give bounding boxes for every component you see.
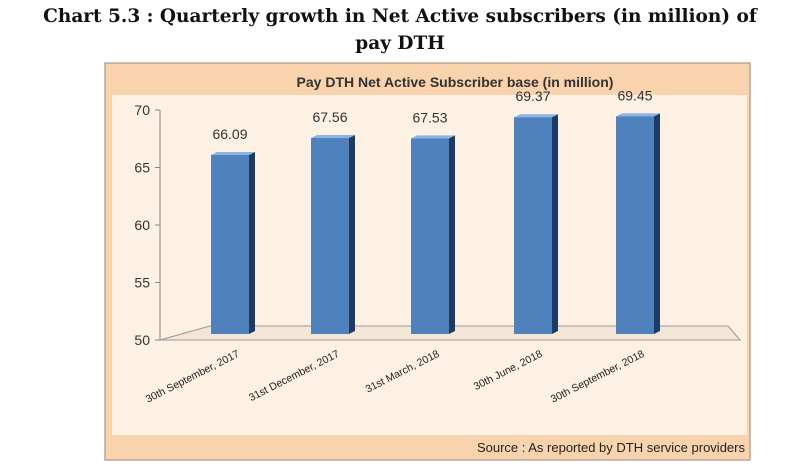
y-tick-label: 60 <box>134 217 150 233</box>
bar-top <box>616 113 660 117</box>
bar-top <box>514 114 558 118</box>
bar <box>311 138 349 334</box>
bar <box>211 154 249 334</box>
y-tick-label: 65 <box>134 160 150 176</box>
bar <box>616 116 654 334</box>
chart-title: Pay DTH Net Active Subscriber base (in m… <box>297 74 614 90</box>
chart-heading-line1: Chart 5.3 : Quarterly growth in Net Acti… <box>43 6 757 27</box>
bar-side <box>349 135 355 334</box>
bar-top <box>211 151 255 155</box>
bar-side <box>654 113 660 334</box>
y-tick-label: 50 <box>134 332 150 348</box>
bar-top <box>411 135 455 139</box>
data-label: 69.37 <box>515 88 550 104</box>
bar <box>514 117 552 335</box>
chart-source: Source : As reported by DTH service prov… <box>477 440 746 455</box>
bar-side <box>552 114 558 335</box>
data-label: 66.09 <box>212 126 247 142</box>
data-label: 69.45 <box>617 87 652 103</box>
data-label: 67.56 <box>312 109 347 125</box>
chart-heading-line2: pay DTH <box>355 33 445 54</box>
bar <box>411 138 449 334</box>
bar-side <box>449 135 455 334</box>
bar-side <box>249 151 255 334</box>
data-label: 67.53 <box>412 109 447 125</box>
y-tick-label: 70 <box>134 102 150 118</box>
y-tick-label: 55 <box>134 275 150 291</box>
bar-top <box>311 135 355 139</box>
